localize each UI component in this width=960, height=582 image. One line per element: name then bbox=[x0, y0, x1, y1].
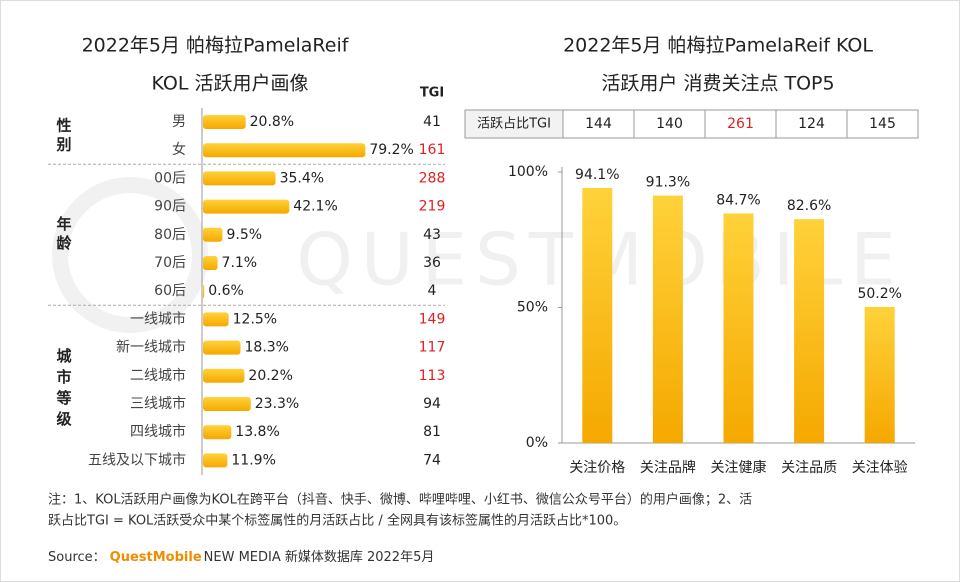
chart-title: 2022年5月 帕梅拉PamelaReif KOL bbox=[563, 35, 873, 57]
tgi-value: 145 bbox=[869, 116, 896, 132]
value-label: 20.8% bbox=[250, 114, 294, 130]
value-label: 91.3% bbox=[646, 175, 690, 191]
value-label: 18.3% bbox=[245, 340, 289, 356]
group-label: 年龄 bbox=[55, 215, 73, 254]
source-prefix: Source： bbox=[48, 550, 106, 565]
bar bbox=[794, 219, 825, 443]
value-label: 0.6% bbox=[208, 283, 244, 299]
value-label: 7.1% bbox=[222, 255, 258, 271]
tgi-value: 41 bbox=[423, 114, 441, 130]
value-label: 20.2% bbox=[248, 368, 292, 384]
x-tick-label: 关注价格 bbox=[569, 460, 625, 476]
x-tick-label: 关注健康 bbox=[711, 459, 767, 476]
tgi-header: 活跃占比TGI bbox=[477, 117, 551, 132]
category-label: 90后 bbox=[154, 199, 186, 215]
y-tick-label: 50% bbox=[517, 300, 548, 316]
value-label: 50.2% bbox=[857, 286, 901, 302]
value-label: 23.3% bbox=[255, 396, 299, 412]
bar bbox=[203, 340, 241, 355]
note-line: 跃占比TGI = KOL活跃受众中某个标签属性的月活跃占比 / 全网具有该标签属… bbox=[48, 513, 626, 529]
bar bbox=[203, 453, 228, 468]
value-label: 84.7% bbox=[716, 192, 760, 208]
y-tick-label: 0% bbox=[526, 435, 548, 451]
tgi-value: 94 bbox=[423, 396, 441, 412]
category-label: 男 bbox=[172, 114, 186, 130]
value-label: 35.4% bbox=[280, 170, 324, 186]
bar bbox=[203, 284, 205, 299]
tgi-header: TGI bbox=[420, 86, 444, 101]
category-label: 70后 bbox=[154, 255, 186, 271]
value-label: 13.8% bbox=[235, 424, 279, 440]
category-label: 三线城市 bbox=[130, 395, 186, 412]
category-label: 00后 bbox=[154, 170, 186, 186]
category-label: 四线城市 bbox=[130, 423, 186, 440]
tgi-value: 43 bbox=[423, 227, 441, 243]
source-text: NEW MEDIA 新媒体数据库 2022年5月 bbox=[204, 549, 435, 565]
bar bbox=[203, 425, 232, 440]
tgi-value: 140 bbox=[656, 116, 683, 132]
x-tick-label: 关注品牌 bbox=[640, 459, 696, 476]
bar bbox=[203, 143, 366, 158]
value-label: 42.1% bbox=[293, 199, 337, 215]
x-tick-label: 关注体验 bbox=[852, 460, 908, 476]
chart-title: 2022年5月 帕梅拉PamelaReif bbox=[82, 35, 350, 57]
bar bbox=[203, 115, 246, 129]
bar bbox=[203, 368, 245, 383]
bar bbox=[203, 199, 290, 214]
bar bbox=[864, 306, 895, 443]
note-line: 注：1、KOL活跃用户画像为KOL在跨平台（抖音、快手、微博、哔哩哔哩、小红书、… bbox=[48, 492, 752, 508]
tgi-value: 288 bbox=[419, 170, 446, 186]
tgi-value: 81 bbox=[423, 424, 441, 440]
value-label: 12.5% bbox=[233, 311, 277, 327]
tgi-header-cell bbox=[464, 109, 564, 139]
tgi-value: 113 bbox=[419, 368, 446, 384]
bar bbox=[582, 187, 613, 443]
category-label: 二线城市 bbox=[130, 367, 186, 384]
value-label: 79.2% bbox=[369, 142, 413, 158]
bar bbox=[723, 213, 754, 443]
tgi-value: 149 bbox=[419, 311, 446, 327]
tgi-value: 261 bbox=[727, 116, 754, 132]
source-brand: QuestMobile bbox=[110, 550, 202, 565]
y-tick-label: 100% bbox=[508, 164, 548, 180]
tgi-value: 74 bbox=[423, 452, 441, 468]
group-label: 性别 bbox=[55, 116, 73, 155]
tgi-value: 144 bbox=[585, 116, 612, 132]
category-label: 80后 bbox=[154, 227, 186, 243]
tgi-value: 36 bbox=[423, 255, 441, 271]
bar bbox=[203, 256, 218, 270]
value-label: 9.5% bbox=[226, 227, 262, 243]
tgi-value: 117 bbox=[419, 340, 446, 356]
value-label: 94.1% bbox=[575, 167, 619, 183]
bar bbox=[203, 171, 276, 186]
category-label: 60后 bbox=[154, 283, 186, 299]
value-label: 82.6% bbox=[787, 198, 831, 214]
tgi-value: 4 bbox=[428, 283, 437, 299]
source: Source： QuestMobile NEW MEDIA 新媒体数据库 2022年… bbox=[48, 549, 434, 565]
category-label: 女 bbox=[172, 141, 186, 158]
bar bbox=[203, 397, 251, 411]
bar bbox=[203, 227, 223, 242]
bar bbox=[203, 312, 229, 327]
category-label: 新一线城市 bbox=[116, 339, 186, 356]
tgi-value: 219 bbox=[419, 199, 446, 215]
chart-subtitle: KOL 活跃用户画像 bbox=[151, 73, 308, 95]
group-label: 城市等级 bbox=[55, 347, 73, 432]
bar bbox=[652, 195, 683, 443]
category-label: 一线城市 bbox=[130, 310, 186, 327]
x-tick-label: 关注品质 bbox=[781, 460, 837, 476]
value-label: 11.9% bbox=[231, 452, 275, 468]
category-label: 五线及以下城市 bbox=[88, 451, 186, 468]
chart-subtitle: 活跃用户 消费关注点 TOP5 bbox=[601, 73, 834, 95]
watermark-logo bbox=[52, 177, 208, 333]
tgi-value: 124 bbox=[798, 116, 825, 132]
tgi-value: 161 bbox=[419, 142, 446, 158]
